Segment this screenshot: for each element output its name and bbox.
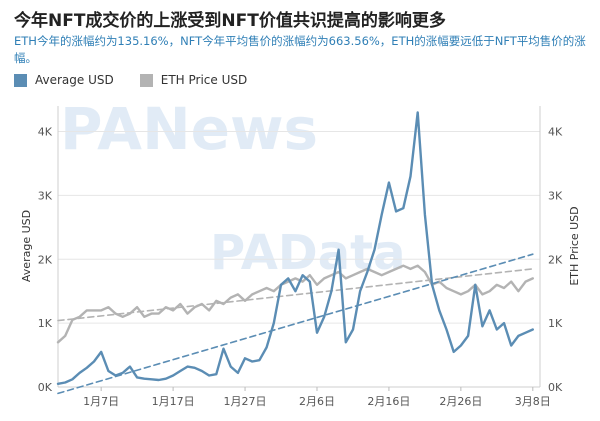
legend-swatch-average-usd [14, 73, 27, 87]
y-tick-label-right: 3K [548, 189, 563, 202]
series-line-average-usd [56, 111, 534, 385]
series-layer [56, 111, 534, 395]
series-line-eth-price-usd [56, 264, 534, 344]
legend-label-eth-price: ETH Price USD [160, 73, 248, 87]
series-line-eth-price-usd-trend [57, 268, 534, 322]
x-tick-label: 1月17日 [152, 395, 195, 408]
y-tick-label-right: 4K [548, 126, 563, 139]
x-tick-label: 2月16日 [367, 395, 410, 408]
series-line-average-usd-trend [57, 253, 534, 395]
y-axis-label-left: Average USD [20, 210, 33, 282]
chart-subtitle: ETH今年的涨幅约为135.16%，NFT今年平均售价的涨幅约为663.56%，… [14, 34, 586, 65]
x-tick-label: 3月8日 [515, 395, 551, 408]
grid-layer [58, 131, 540, 388]
chart-title: 今年NFT成交价的上涨受到NFT价值共识提高的影响更多 [14, 11, 446, 31]
axes-layer: 0K 1K 2K 3K 4K 0K 1K 2K 3K 4K 1月7日 1月17日 1月27日 2月6日 2月… [38, 106, 563, 408]
x-tick-label: 2月6日 [299, 395, 335, 408]
legend-item-average-usd[interactable]: Average USD [14, 73, 114, 87]
legend-swatch-eth-price [139, 73, 153, 87]
legend-item-eth-price[interactable]: ETH Price USD [139, 73, 248, 87]
y-tick-label-left: 4K [38, 126, 53, 139]
legend-label-average-usd: Average USD [35, 73, 114, 87]
y-tick-label-right: 1K [548, 317, 563, 330]
y-tick-label-left: 3K [38, 189, 53, 202]
x-tick-label: 2月26日 [439, 395, 482, 408]
x-tick-label: 1月27日 [224, 395, 267, 408]
legend: Average USD ETH Price USD [14, 73, 247, 87]
y-tick-label-right: 2K [548, 253, 563, 266]
y-tick-label-left: 0K [38, 381, 53, 394]
y-tick-label-right: 0K [548, 381, 563, 394]
x-tick-label: 1月7日 [83, 395, 119, 408]
y-tick-label-left: 2K [38, 253, 53, 266]
y-axis-label-right: ETH Price USD [568, 206, 581, 285]
y-tick-label-left: 1K [38, 317, 53, 330]
